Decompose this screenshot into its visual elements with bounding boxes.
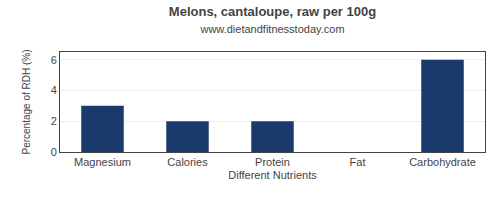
svg-text:Fat: Fat <box>350 156 366 168</box>
svg-text:2: 2 <box>51 115 57 127</box>
svg-text:Carbohydrate: Carbohydrate <box>409 156 476 168</box>
svg-text:Melons, cantaloupe, raw per 10: Melons, cantaloupe, raw per 100gwww.diet… <box>169 4 376 35</box>
svg-text:Protein: Protein <box>255 156 290 168</box>
svg-text:Magnesium: Magnesium <box>74 156 131 168</box>
svg-text:0: 0 <box>51 146 57 158</box>
svg-text:6: 6 <box>51 54 57 66</box>
svg-text:Different Nutrients: Different Nutrients <box>228 169 317 181</box>
svg-text:4: 4 <box>51 84 57 96</box>
svg-text:Calories: Calories <box>167 156 208 168</box>
svg-text:Percentage of RDH (%): Percentage of RDH (%) <box>21 49 32 154</box>
